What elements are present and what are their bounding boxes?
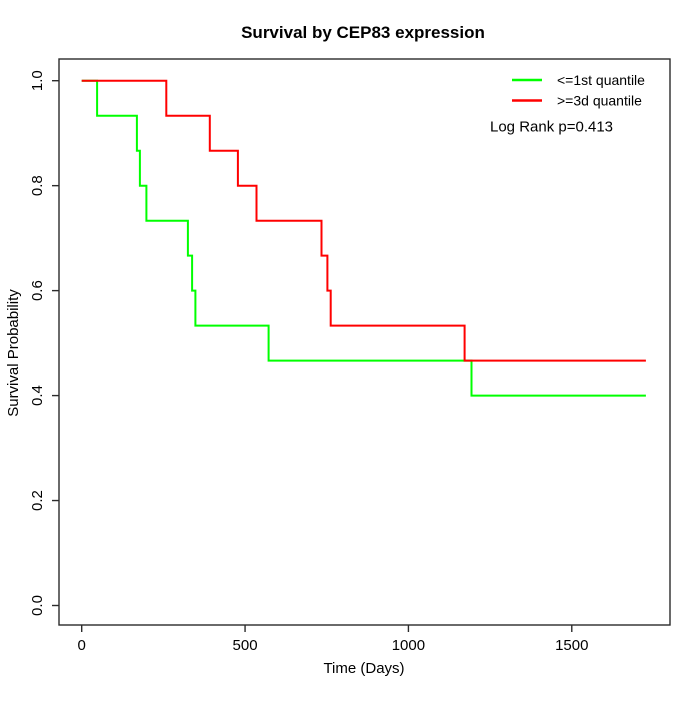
legend: <=1st quantile >=3d quantile Log Rank p=… xyxy=(490,72,645,136)
log-rank-annotation: Log Rank p=0.413 xyxy=(490,119,613,136)
plot-border-box xyxy=(58,58,671,626)
x-tick-label: 500 xyxy=(233,637,258,654)
legend-label-high-quantile: >=3d quantile xyxy=(557,93,642,109)
y-tick-label: 0.6 xyxy=(29,280,46,301)
survival-curve-high-quantile xyxy=(81,79,646,362)
y-tick-label: 0.4 xyxy=(29,385,46,406)
chart-title: Survival by CEP83 expression xyxy=(241,23,485,42)
x-axis-title: Time (Days) xyxy=(323,660,404,677)
y-tick-label: 1.0 xyxy=(29,70,46,91)
x-tick-label: 0 xyxy=(78,637,86,654)
legend-label-low-quantile: <=1st quantile xyxy=(557,72,645,88)
survival-curve-low-quantile xyxy=(81,79,646,397)
x-tick-label: 1500 xyxy=(555,637,588,654)
y-tick-label: 0.0 xyxy=(29,595,46,616)
y-axis-title: Survival Probability xyxy=(5,289,22,417)
y-tick-label: 0.8 xyxy=(29,175,46,196)
x-tick-label: 1000 xyxy=(392,637,425,654)
chart-dynamic-layer: 0 500 1000 1500 0.0 0.2 0.4 0.6 0.8 1.0 xyxy=(29,70,646,654)
y-tick-label: 0.2 xyxy=(29,490,46,511)
